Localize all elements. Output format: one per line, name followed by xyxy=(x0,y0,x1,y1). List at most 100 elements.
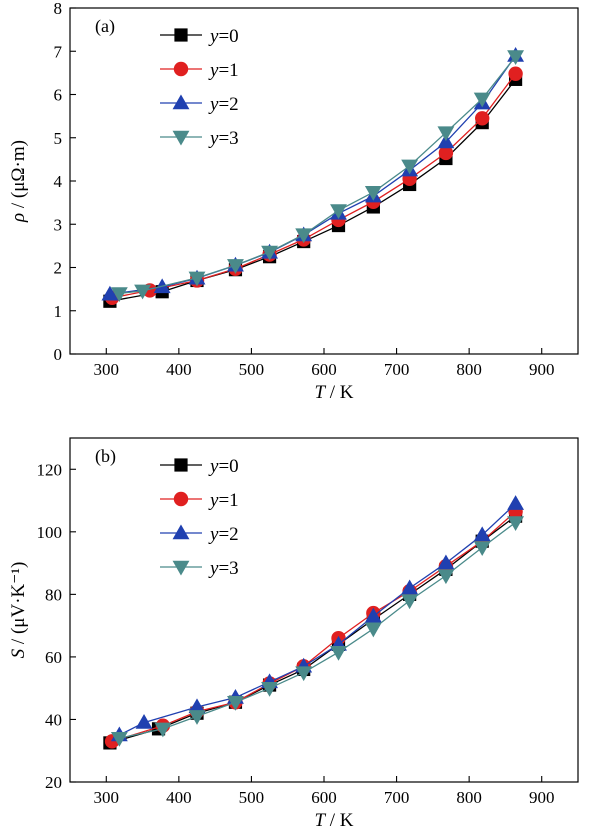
legend-entry-value: =3 xyxy=(218,558,238,579)
y-axis-label: ρ / (μΩ·m) xyxy=(8,140,29,223)
legend-entry-var: y xyxy=(208,524,219,545)
y-tick-label: 4 xyxy=(54,172,63,191)
y-tick-label: 20 xyxy=(45,773,62,792)
legend-entry-var: y xyxy=(208,456,219,477)
y-tick-label: 3 xyxy=(54,215,63,234)
series-0 xyxy=(103,509,523,750)
y-tick-label: 6 xyxy=(54,86,63,105)
data-point xyxy=(401,159,419,175)
data-point xyxy=(188,710,206,725)
x-axis-label-unit: / K xyxy=(325,382,354,403)
data-point xyxy=(473,541,491,557)
data-point xyxy=(437,126,455,142)
series-2 xyxy=(101,47,525,301)
series-line xyxy=(111,73,517,299)
data-point xyxy=(473,526,491,542)
data-point xyxy=(135,714,153,729)
x-axis-label-unit: / K xyxy=(325,810,354,831)
data-point xyxy=(437,569,455,585)
data-point xyxy=(364,622,382,638)
series-line xyxy=(119,56,517,295)
data-point xyxy=(261,245,279,261)
legend-entry-value: =0 xyxy=(218,456,238,477)
y-tick-label: 0 xyxy=(54,345,63,364)
x-tick-label: 300 xyxy=(94,788,120,807)
y-axis-label-var: S xyxy=(8,648,29,658)
data-point xyxy=(227,259,244,274)
x-tick-label: 900 xyxy=(529,360,555,379)
data-point xyxy=(330,204,347,219)
x-tick-label: 400 xyxy=(166,788,192,807)
x-tick-label: 800 xyxy=(456,788,482,807)
data-point xyxy=(101,285,119,301)
panel-label: (a) xyxy=(95,16,115,37)
data-point xyxy=(507,516,525,531)
x-tick-label: 500 xyxy=(239,360,265,379)
x-tick-label: 900 xyxy=(529,788,555,807)
legend-marker xyxy=(172,94,190,110)
legend-marker xyxy=(172,560,190,576)
y-axis-label: S / (μV·K⁻¹) xyxy=(8,562,29,659)
series-line xyxy=(109,515,516,744)
data-point xyxy=(401,594,419,610)
legend-entry-var: y xyxy=(208,128,219,149)
legend-entry-value: =2 xyxy=(218,94,238,115)
data-point xyxy=(154,722,172,738)
y-axis-label-var: ρ xyxy=(8,213,29,223)
data-point xyxy=(401,579,419,595)
series-line xyxy=(111,511,517,742)
legend-marker xyxy=(174,458,188,472)
y-axis-label-unit: / (μV·K⁻¹) xyxy=(8,562,29,649)
legend-entry-var: y xyxy=(208,26,219,47)
series-1 xyxy=(104,504,523,749)
data-point xyxy=(507,50,525,65)
legend-entry: y=1 xyxy=(208,490,239,511)
data-point xyxy=(507,495,525,510)
data-point xyxy=(508,66,523,81)
data-point xyxy=(110,732,128,747)
legend-entry-var: y xyxy=(208,490,219,511)
legend-marker xyxy=(173,491,189,507)
legend-entry: y=0 xyxy=(208,456,239,477)
data-point xyxy=(364,186,382,201)
legend-marker xyxy=(172,130,190,146)
data-point xyxy=(227,696,244,711)
legend-marker xyxy=(172,524,190,540)
data-point xyxy=(134,284,152,300)
data-point xyxy=(437,554,455,570)
legend: y=0y=1y=2y=3 xyxy=(160,26,239,149)
panel-label: (b) xyxy=(95,446,116,467)
series-line xyxy=(109,55,517,295)
x-tick-label: 700 xyxy=(384,360,410,379)
panel-b-seebeck-chart: 300 400 500 600 700 800 900 20 40 60 80 100 120 T / K… xyxy=(8,437,579,831)
y-axis-label-unit: / (μΩ·m) xyxy=(8,140,29,213)
series-3 xyxy=(110,516,525,747)
data-point xyxy=(473,92,491,108)
x-tick-label: 800 xyxy=(456,360,482,379)
y-tick-label: 40 xyxy=(45,710,62,729)
legend-entry-var: y xyxy=(208,60,219,81)
x-tick-label: 400 xyxy=(166,360,192,379)
data-point xyxy=(475,111,490,126)
x-axis-label: T / K xyxy=(314,382,353,403)
legend-entry: y=2 xyxy=(208,524,239,545)
legend-entry-value: =3 xyxy=(218,128,238,149)
legend-entry-var: y xyxy=(208,558,219,579)
legend-entry-value: =2 xyxy=(218,524,238,545)
series-0 xyxy=(103,72,523,308)
x-tick-label: 600 xyxy=(311,788,337,807)
data-point xyxy=(330,646,347,661)
data-point xyxy=(261,681,279,697)
data-point xyxy=(364,607,382,623)
legend: y=0y=1y=2y=3 xyxy=(160,456,239,579)
legend-entry: y=2 xyxy=(208,94,239,115)
y-tick-label: 60 xyxy=(45,648,62,667)
y-tick-label: 5 xyxy=(54,129,63,148)
legend-entry-var: y xyxy=(208,94,219,115)
x-tick-label: 500 xyxy=(239,788,265,807)
x-tick-label: 700 xyxy=(384,788,410,807)
y-tick-label: 1 xyxy=(54,302,63,321)
legend-entry-value: =1 xyxy=(218,490,238,511)
legend-entry: y=3 xyxy=(208,128,239,149)
